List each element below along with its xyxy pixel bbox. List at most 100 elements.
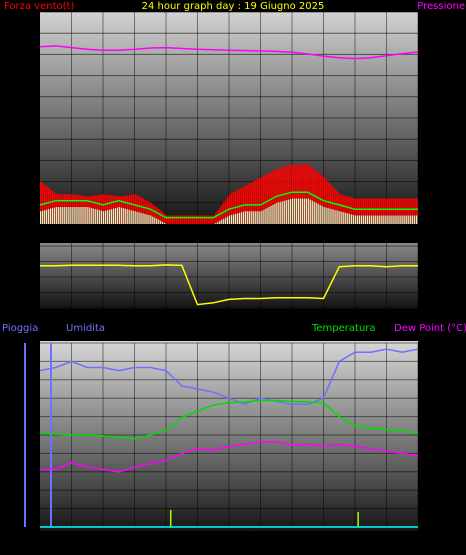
gust-bar [246, 211, 248, 224]
wind-bar [169, 215, 172, 224]
wind-bar [347, 196, 349, 224]
wind-bar [345, 195, 347, 224]
chart-title: 24 hour graph day : 19 Giugno 2025 [142, 1, 325, 12]
wind-bar [187, 215, 190, 224]
wind-bar [189, 215, 192, 224]
gust-bar [89, 207, 91, 224]
wind-bar [191, 215, 194, 224]
wind-bar [256, 179, 259, 224]
gust-bar [132, 210, 134, 224]
wind-bar [177, 215, 180, 224]
wind-bar [349, 196, 351, 224]
gust-bar [331, 209, 333, 224]
wind-bar [333, 187, 335, 224]
wind-bar [374, 198, 377, 224]
gust-bar [250, 211, 252, 224]
wind-bar [171, 215, 174, 224]
wind-bar [372, 198, 375, 224]
gust-bar [366, 215, 369, 224]
wind-bar [362, 198, 365, 224]
gust-bar [364, 215, 367, 224]
wind-bar [313, 169, 316, 224]
wind-bar [356, 198, 359, 224]
gust-bar [295, 198, 298, 224]
wind-bar [390, 198, 393, 224]
wind-bar [248, 183, 251, 224]
gust-bar [41, 210, 44, 224]
wind-bar [337, 192, 339, 224]
gust-bar [349, 213, 351, 224]
gust-bar [299, 198, 302, 224]
gust-bar [118, 207, 120, 224]
wind-bar [376, 198, 379, 224]
wind-bar [219, 207, 221, 224]
wind-bar [384, 198, 387, 224]
gust-bar [110, 209, 113, 224]
gust-bar [303, 198, 306, 224]
wind-bar [254, 180, 257, 224]
gust-bar [65, 207, 67, 224]
gust-bar [341, 211, 343, 224]
gust-bar [280, 201, 282, 224]
gust-bar [416, 215, 418, 224]
wind-bar [303, 164, 306, 224]
gust-bar [162, 221, 164, 224]
wind-bar [40, 181, 42, 224]
gust-bar [292, 198, 294, 224]
wind-bar [378, 198, 381, 224]
temperature-line [39, 399, 419, 440]
gust-bar [414, 215, 416, 224]
wind-bar [286, 166, 288, 224]
wind-bar [368, 198, 371, 224]
gust-bar [138, 212, 140, 224]
gust-bar [258, 211, 260, 224]
wind-bar [215, 212, 217, 224]
gust-bar [106, 210, 109, 224]
wind-bar [148, 201, 150, 224]
gust-bar [81, 207, 83, 224]
wind-pressure-lines [39, 45, 419, 219]
gust-bar [236, 213, 239, 224]
gust-bar [394, 215, 396, 224]
gust-bar [345, 212, 347, 224]
temp-humidity-lines [39, 348, 419, 528]
gust-bar [240, 212, 243, 224]
wind-bar [339, 194, 341, 224]
gust-bar [234, 213, 237, 224]
wind-bar [144, 199, 146, 224]
wind-bar [193, 215, 196, 224]
gust-bar [69, 207, 71, 224]
gust-bar [412, 215, 414, 224]
gust-bar [370, 215, 372, 224]
wind-bar [301, 164, 304, 224]
gust-bar [148, 214, 150, 224]
wind-bar [158, 209, 160, 224]
gust-bar [244, 211, 246, 224]
gust-bar [313, 201, 315, 224]
gust-bar [404, 215, 406, 224]
gust-bar [278, 202, 280, 224]
wind-bar [268, 173, 270, 224]
wind-bar [258, 178, 261, 224]
gust-bar [327, 208, 329, 224]
gust-bar [104, 210, 107, 224]
gust-bar [93, 208, 95, 224]
gust-bar [382, 215, 384, 224]
wind-bar [99, 194, 101, 224]
wind-bar [103, 194, 105, 224]
gust-bar [286, 200, 288, 224]
wind-bar [260, 177, 263, 224]
gust-bar [402, 215, 404, 224]
wind-bar [396, 198, 398, 224]
gust-bar [120, 207, 122, 224]
gust-bar [406, 215, 408, 224]
gust-bar [337, 210, 339, 224]
wind-bar [358, 198, 361, 224]
gust-bar [223, 218, 225, 224]
gust-bar [274, 203, 276, 224]
gust-bar [268, 207, 270, 224]
wind-bar [47, 187, 50, 224]
gust-bar [160, 220, 162, 224]
gust-bar [238, 212, 241, 224]
